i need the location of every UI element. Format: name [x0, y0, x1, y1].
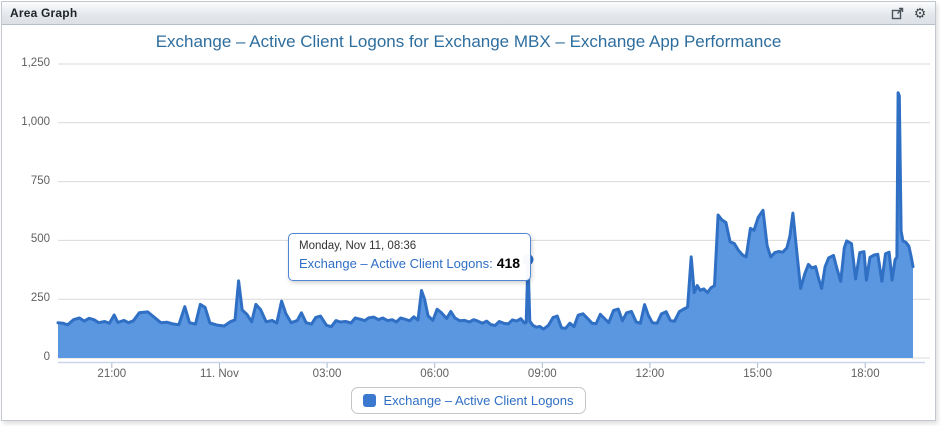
x-axis-tick-label: 03:00: [312, 368, 342, 380]
tooltip-date: Monday, Nov 11, 08:36: [299, 240, 417, 252]
y-axis-tick-label: 0: [43, 351, 50, 363]
open-in-new-window-icon[interactable]: [889, 5, 905, 21]
y-axis-tick-label: 1,000: [21, 115, 50, 128]
x-axis-tick-label: 15:00: [743, 368, 772, 380]
area-graph-panel: Area Graph ⚙ Exchange – Active Client Lo…: [1, 1, 936, 421]
chart-tooltip: Monday, Nov 11, 08:36 Exchange – Active …: [288, 233, 532, 281]
chart-canvas[interactable]: [2, 2, 935, 420]
legend-item[interactable]: Exchange – Active Client Logons: [351, 387, 586, 414]
y-axis-tick-label: 1,250: [21, 57, 50, 69]
x-axis-tick-label: 18:00: [850, 368, 880, 380]
panel-titlebar: Area Graph ⚙: [2, 2, 935, 25]
legend-label: Exchange – Active Client Logons: [383, 393, 574, 408]
x-axis-tick-label: 06:00: [420, 368, 450, 380]
legend-swatch-icon: [363, 394, 377, 407]
settings-gear-icon[interactable]: ⚙: [913, 5, 927, 21]
y-axis-tick-label: 750: [30, 174, 50, 187]
y-axis-tick-label: 500: [30, 233, 50, 246]
x-axis-tick-label: 09:00: [527, 368, 557, 380]
tooltip-value: 418: [496, 255, 521, 271]
tooltip-series-label: Exchange – Active Client Logons:: [299, 256, 493, 271]
x-axis-tick-label: 21:00: [97, 368, 127, 380]
panel-title: Area Graph: [10, 6, 78, 20]
x-axis-tick-label: 12:00: [635, 368, 665, 380]
legend-area: Exchange – Active Client Logons: [2, 387, 935, 414]
y-axis-tick-label: 250: [30, 292, 50, 305]
x-axis-tick-label: 11. Nov: [200, 368, 239, 380]
chart-title: Exchange – Active Client Logons for Exch…: [155, 32, 782, 51]
